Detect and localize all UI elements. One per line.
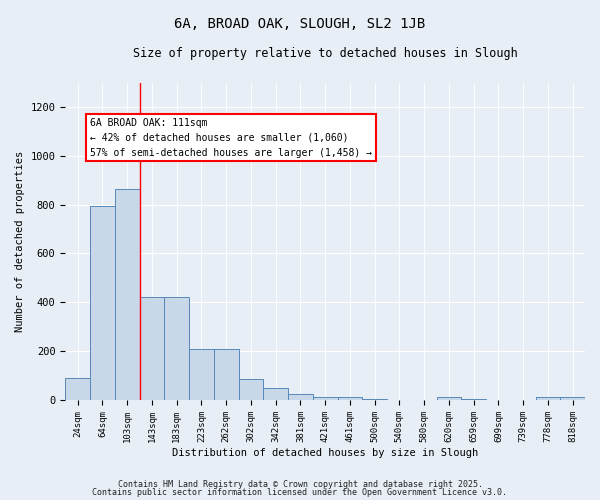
Bar	[189, 348, 214, 400]
Bar	[164, 298, 189, 400]
Text: 6A BROAD OAK: 111sqm
← 42% of detached houses are smaller (1,060)
57% of semi-de: 6A BROAD OAK: 111sqm ← 42% of detached h…	[90, 118, 372, 158]
Bar	[90, 206, 115, 400]
X-axis label: Distribution of detached houses by size in Slough: Distribution of detached houses by size …	[172, 448, 478, 458]
Bar	[461, 399, 486, 400]
Bar	[560, 397, 585, 400]
Text: 6A, BROAD OAK, SLOUGH, SL2 1JB: 6A, BROAD OAK, SLOUGH, SL2 1JB	[175, 18, 425, 32]
Bar	[362, 399, 387, 400]
Title: Size of property relative to detached houses in Slough: Size of property relative to detached ho…	[133, 48, 518, 60]
Bar	[115, 188, 140, 400]
Bar	[140, 298, 164, 400]
Bar	[338, 397, 362, 400]
Bar	[239, 379, 263, 400]
Text: Contains public sector information licensed under the Open Government Licence v3: Contains public sector information licen…	[92, 488, 508, 497]
Y-axis label: Number of detached properties: Number of detached properties	[15, 150, 25, 332]
Bar	[437, 397, 461, 400]
Bar	[536, 397, 560, 400]
Bar	[288, 394, 313, 400]
Bar	[263, 388, 288, 400]
Bar	[313, 396, 338, 400]
Bar	[214, 348, 239, 400]
Bar	[65, 378, 90, 400]
Text: Contains HM Land Registry data © Crown copyright and database right 2025.: Contains HM Land Registry data © Crown c…	[118, 480, 482, 489]
